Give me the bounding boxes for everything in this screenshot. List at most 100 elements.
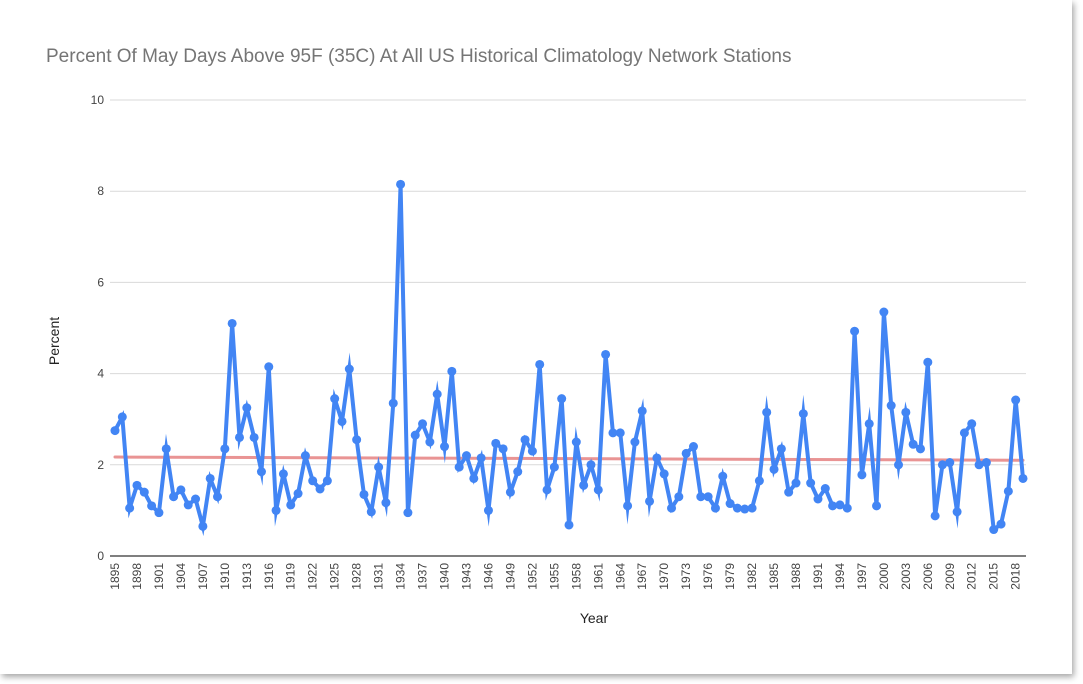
x-tick-label: 1934: [394, 563, 408, 590]
x-tick-label: 1898: [130, 563, 144, 590]
data-point: [930, 511, 940, 521]
data-point: [125, 503, 135, 513]
data-point: [432, 389, 442, 399]
data-point: [747, 503, 757, 513]
trend-line: [113, 455, 1025, 462]
data-point: [227, 318, 237, 328]
data-point: [498, 444, 508, 454]
data-point: [894, 460, 904, 470]
data-point: [191, 494, 201, 504]
data-point: [857, 470, 867, 480]
data-point: [1011, 395, 1021, 405]
y-tick-label: 6: [97, 275, 104, 289]
data-point: [776, 444, 786, 454]
x-tick-label: 1946: [481, 563, 495, 590]
data-point: [637, 406, 647, 416]
data-point: [667, 503, 677, 513]
data-point: [1003, 486, 1013, 496]
data-point: [535, 359, 545, 369]
data-point: [381, 498, 391, 508]
data-point: [110, 426, 120, 436]
data-point: [469, 473, 479, 483]
data-point: [908, 439, 918, 449]
data-point: [213, 492, 223, 502]
data-point: [161, 444, 171, 454]
data-point: [967, 419, 977, 429]
x-tick-label: 1976: [701, 563, 715, 590]
data-point: [718, 471, 728, 481]
data-point: [374, 462, 384, 472]
x-tick-label: 1937: [416, 563, 430, 590]
data-point: [952, 507, 962, 517]
data-point: [359, 489, 369, 499]
x-tick-label: 1988: [789, 563, 803, 590]
data-point: [256, 467, 266, 477]
x-tick-label: 1949: [503, 563, 517, 590]
data-point: [623, 501, 633, 511]
data-point: [981, 458, 991, 468]
data-point: [996, 519, 1006, 529]
data-point: [652, 453, 662, 463]
y-tick-label: 0: [97, 549, 104, 563]
x-tick-label: 1925: [328, 563, 342, 590]
data-point: [886, 401, 896, 411]
x-tick-label: 1961: [591, 563, 605, 590]
data-point: [249, 432, 259, 442]
x-tick-label: 1967: [635, 563, 649, 590]
data-point: [564, 520, 574, 530]
data-point: [425, 437, 435, 447]
x-tick-label: 1985: [767, 563, 781, 590]
data-point: [549, 462, 559, 472]
data-point: [440, 442, 450, 452]
x-tick-label: 2003: [899, 563, 913, 590]
data-point: [732, 503, 742, 513]
data-point: [1018, 473, 1028, 483]
x-tick-label: 1982: [745, 563, 759, 590]
data-point: [828, 501, 838, 511]
y-tick-label: 8: [97, 184, 104, 198]
x-tick-label: 1955: [547, 563, 561, 590]
data-point: [879, 307, 889, 317]
data-point: [688, 442, 698, 452]
chart-plot-area: 0 2 4 6 8 10 1895 1898 1901 1904 1907 1910 1913 1916 1…: [46, 93, 1028, 626]
x-tick-label: 1922: [306, 563, 320, 590]
data-point: [271, 505, 281, 515]
data-point: [418, 419, 428, 429]
data-point: [352, 435, 362, 445]
data-point: [915, 444, 925, 454]
x-tick-label: 1931: [372, 563, 386, 590]
series-line: [113, 184, 1025, 537]
data-point: [513, 467, 523, 477]
x-axis-title: Year: [580, 610, 609, 626]
data-point: [154, 508, 164, 518]
data-point: [740, 504, 750, 514]
x-tick-label: 1916: [262, 563, 276, 590]
data-point: [850, 326, 860, 336]
data-point: [703, 492, 713, 502]
data-point: [308, 476, 318, 486]
data-point: [264, 362, 274, 372]
data-point: [586, 460, 596, 470]
data-point: [601, 349, 611, 359]
x-tick-label: 1901: [152, 563, 166, 590]
data-point: [300, 451, 310, 461]
data-point: [645, 496, 655, 506]
x-tick-label: 1979: [723, 563, 737, 590]
x-tick-label: 1994: [833, 563, 847, 590]
data-point: [388, 398, 398, 408]
data-point: [139, 487, 149, 497]
x-tick-label: 1973: [679, 563, 693, 590]
data-point: [937, 460, 947, 470]
x-tick-label: 2018: [1009, 563, 1023, 590]
data-point: [396, 179, 406, 189]
data-point: [835, 500, 845, 510]
data-point: [608, 428, 618, 438]
data-point: [527, 446, 537, 456]
data-point: [864, 419, 874, 429]
x-tick-label: 1997: [855, 563, 869, 590]
x-tick-label: 1919: [284, 563, 298, 590]
data-point: [784, 487, 794, 497]
data-point: [476, 453, 486, 463]
x-tick-label: 2006: [921, 563, 935, 590]
data-point: [461, 451, 471, 461]
